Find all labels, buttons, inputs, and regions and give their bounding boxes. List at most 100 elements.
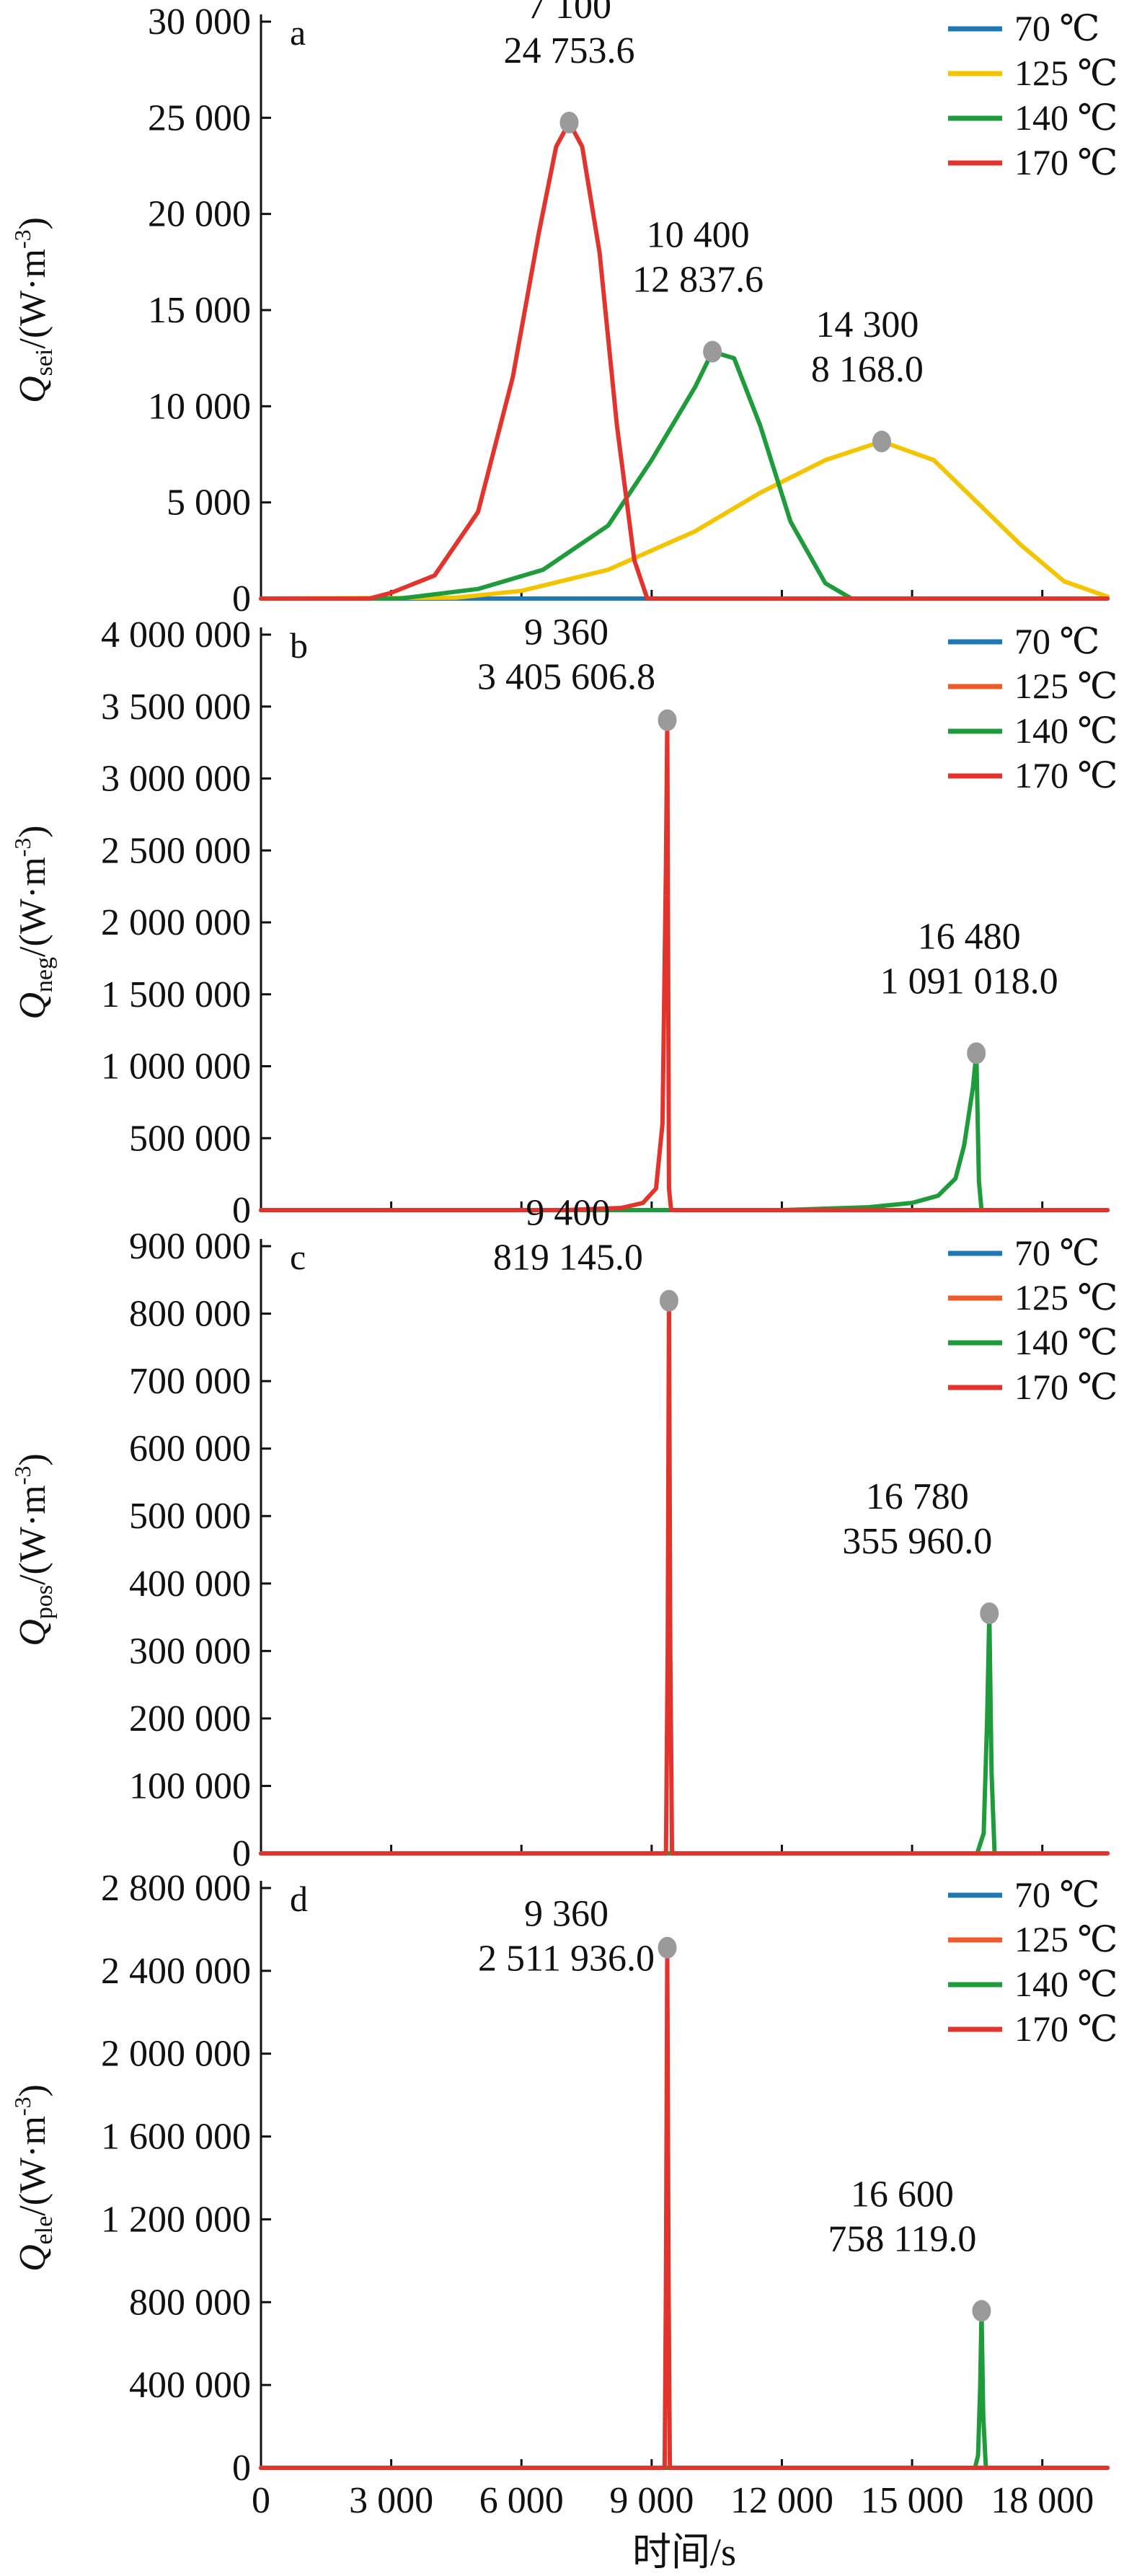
x-tick-label: 3 000 [349,2480,433,2521]
y-tick-label: 2 800 000 [101,1868,251,1909]
peak-label-x: 7 100 [527,0,611,27]
peak-label-y: 24 753.6 [503,30,634,71]
y-axis-label: Qpos/(W·m-3) [9,1453,58,1646]
panel-letter: d [290,1879,308,1919]
y-tick-label: 30 000 [148,1,251,43]
peak-label-x: 9 400 [526,1193,610,1234]
y-axis-label: Qsei/(W·m-3) [9,217,58,403]
y-tick-label: 3 000 000 [101,759,251,800]
y-tick-label: 400 000 [129,2365,251,2406]
y-tick-label: 500 000 [129,1118,251,1159]
peak-marker [872,431,891,453]
x-tick-label: 9 000 [609,2480,694,2521]
y-tick-label: 1 500 000 [101,974,251,1015]
series-line-2 [259,349,1110,601]
y-tick-label: 0 [232,1190,251,1231]
legend-entry: 140 ℃ [1014,97,1118,138]
panel-d: 0 400 000 800 000 1 200 000 1 600 000 2 000 0… [9,1868,1118,2574]
series-line-3 [259,1298,1110,1856]
peak-label-y: 1 091 018.0 [880,961,1058,1002]
y-tick-label: 1 000 000 [101,1046,251,1088]
peak-label-y: 355 960.0 [842,1521,992,1562]
panel-c: 0 100 000 200 000 300 000 400 000 500 000 600 … [9,1193,1118,1874]
y-tick-label: 800 000 [129,1294,251,1335]
peak-label-y: 819 145.0 [493,1238,643,1279]
y-tick-label: 0 [232,2448,251,2489]
y-tick-label: 15 000 [148,290,251,331]
panel-letter: c [290,1237,306,1277]
series-line-3 [259,120,1110,601]
peak-label-y: 2 511 936.0 [478,1938,655,1980]
panel-letter: b [290,625,308,666]
panel-b: 0 500 000 1 000 000 1 500 000 2 000 000 2 500… [9,612,1118,1231]
legend-entry: 170 ℃ [1014,2008,1118,2049]
y-tick-label: 0 [232,1833,251,1874]
peak-label-x: 10 400 [647,215,750,256]
peak-label-x: 16 600 [851,2174,954,2215]
series-line-3 [259,718,1110,1212]
y-tick-label: 1 600 000 [101,2117,251,2158]
peak-marker [703,340,722,363]
panel-a: 0 5 000 10 000 15 000 20 000 25 000 30 000 a Qse… [9,0,1118,619]
series-line-1 [259,439,1110,601]
peak-marker [559,111,579,133]
peak-label-y: 758 119.0 [828,2218,976,2259]
y-tick-label: 800 000 [129,2282,251,2323]
y-axis-label: Qele/(W·m-3) [9,2084,58,2272]
y-tick-label: 900 000 [129,1226,251,1267]
y-tick-label: 2 500 000 [101,830,251,871]
legend-entry: 125 ℃ [1014,1277,1118,1318]
y-tick-label: 2 000 000 [101,902,251,943]
y-tick-label: 5 000 [167,482,251,524]
legend-entry: 140 ℃ [1014,1322,1118,1362]
peak-label-x: 16 780 [866,1476,969,1517]
legend-entry: 70 ℃ [1014,621,1099,661]
y-tick-label: 600 000 [129,1429,251,1470]
y-tick-label: 500 000 [129,1496,251,1537]
legend-entry: 70 ℃ [1014,8,1099,48]
y-tick-label: 300 000 [129,1631,251,1672]
x-tick-label: 15 000 [861,2480,964,2521]
peak-marker [967,1042,986,1064]
legend-entry: 140 ℃ [1014,710,1118,751]
peak-label-y: 8 168.0 [811,349,924,390]
y-tick-label: 10 000 [148,386,251,427]
y-tick-label: 0 [232,578,251,619]
y-tick-label: 100 000 [129,1765,251,1807]
peak-marker [658,709,677,731]
panel-letter: a [290,12,306,53]
x-tick-label: 18 000 [991,2480,1094,2521]
peak-marker [972,2300,991,2322]
legend-entry: 170 ℃ [1014,755,1118,795]
y-tick-label: 4 000 000 [101,614,251,656]
legend-entry: 70 ℃ [1014,1874,1099,1915]
y-tick-label: 2 400 000 [101,1951,251,1992]
peak-marker [659,1289,678,1312]
series-line-2 [259,1051,1110,1212]
y-tick-label: 2 000 000 [101,2034,251,2075]
x-tick-label: 12 000 [730,2480,833,2521]
y-tick-label: 20 000 [148,194,251,235]
legend-entry: 125 ℃ [1014,666,1118,706]
legend-entry: 125 ℃ [1014,1919,1118,1959]
legend-entry: 170 ℃ [1014,1367,1118,1407]
legend-entry: 70 ℃ [1014,1232,1099,1273]
peak-label-x: 14 300 [815,304,919,345]
peak-label-x: 9 360 [524,612,609,653]
x-axis-label: 时间/s [632,2531,736,2574]
legend-entry: 170 ℃ [1014,142,1118,182]
y-tick-label: 400 000 [129,1563,251,1605]
legend-entry: 125 ℃ [1014,53,1118,93]
peak-marker [980,1602,999,1624]
y-tick-label: 200 000 [129,1698,251,1739]
series-line-2 [259,1611,1110,1856]
peak-label-y: 3 405 606.8 [477,657,655,698]
y-tick-label: 1 200 000 [101,2199,251,2240]
peak-label-y: 12 837.6 [632,260,764,301]
x-tick-label: 0 [252,2480,270,2521]
x-tick-label: 6 000 [479,2480,564,2521]
y-tick-label: 3 500 000 [101,687,251,728]
legend-entry: 140 ℃ [1014,1964,1118,2004]
peak-label-x: 9 360 [524,1894,609,1935]
